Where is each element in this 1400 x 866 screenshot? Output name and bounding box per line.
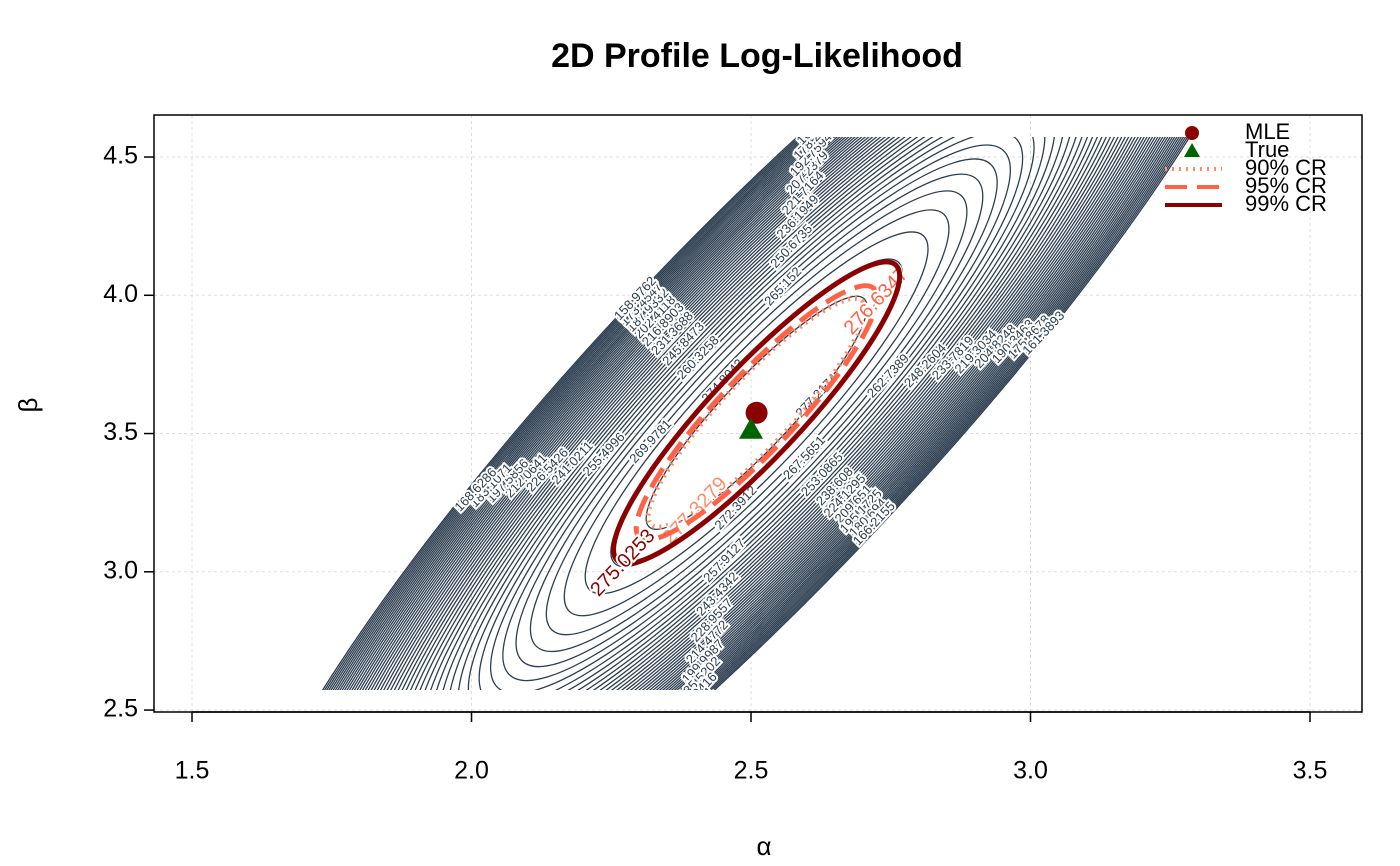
x-tick-label: 1.5 — [175, 757, 210, 785]
contour-line — [254, 137, 1260, 690]
x-tick-label: 2.5 — [734, 757, 769, 785]
legend-label: 95% CR — [1245, 173, 1327, 198]
x-tick-label: 2.0 — [454, 757, 489, 785]
contour-line — [236, 137, 1277, 690]
chart-title: 2D Profile Log-Likelihood — [551, 37, 963, 75]
contour-line — [268, 137, 1246, 690]
contour-line — [489, 137, 1024, 690]
contour-line — [389, 137, 1124, 690]
contour-line — [382, 137, 1131, 690]
contour-line — [397, 137, 1116, 690]
contour-line — [502, 144, 1011, 682]
contour-line — [584, 231, 929, 595]
contour-line — [325, 137, 1188, 690]
contour-line — [438, 137, 1075, 690]
contour-line — [223, 137, 1290, 690]
legend-label: MLE — [1245, 119, 1290, 144]
contour-line — [272, 137, 1241, 690]
point-marker — [739, 417, 764, 439]
contour-line — [447, 137, 1066, 690]
contour-line — [405, 137, 1109, 690]
contour-line — [478, 137, 1035, 690]
contour-line — [563, 209, 950, 617]
contour-label: 156.5631 — [669, 684, 717, 734]
contour-line — [362, 137, 1151, 690]
contour-line — [319, 137, 1194, 690]
y-tick-label: 3.0 — [103, 556, 138, 584]
contour-line — [258, 137, 1255, 690]
y-tick-label: 4.5 — [103, 142, 138, 170]
contour-line — [412, 137, 1101, 690]
point-marker — [745, 401, 768, 424]
y-tick-label: 3.5 — [103, 418, 138, 446]
confidence-region — [645, 295, 868, 530]
contour-line — [349, 137, 1164, 690]
contour-line — [314, 137, 1200, 690]
contour-line — [331, 137, 1182, 690]
confidence-region — [611, 259, 903, 567]
axes: 1.5 2.0 2.5 3.0 3.5 2.5 3.0 3.5 4.0 4.5 — [103, 142, 1327, 785]
contour-line — [232, 137, 1282, 690]
contour-line — [355, 137, 1158, 690]
contour-line — [421, 137, 1093, 690]
contour-line — [529, 173, 984, 653]
contour-line — [375, 137, 1138, 690]
contour-line — [287, 137, 1226, 690]
contour-line — [368, 137, 1145, 690]
contour-line — [240, 137, 1273, 690]
contour-line — [429, 137, 1084, 690]
legend-symbol — [1184, 143, 1200, 157]
x-axis-label: α — [756, 831, 771, 861]
contour-line — [343, 137, 1170, 690]
contour-line — [249, 137, 1264, 690]
contour-line — [337, 137, 1177, 690]
x-tick-label: 3.5 — [1293, 757, 1328, 785]
legend-symbol — [1185, 126, 1199, 140]
contour-line — [282, 137, 1231, 690]
contour-line — [245, 137, 1269, 690]
x-tick-label: 3.0 — [1013, 757, 1048, 785]
confidence-region — [633, 283, 880, 543]
contour-line — [545, 190, 968, 636]
contour-line — [227, 137, 1286, 690]
contour-line — [277, 137, 1236, 690]
y-tick-label: 4.0 — [103, 280, 138, 308]
y-tick-label: 2.5 — [103, 695, 138, 723]
contour-line — [467, 137, 1046, 690]
contour-line — [303, 137, 1210, 690]
contour-line — [457, 137, 1056, 690]
y-axis-label: β — [13, 398, 43, 413]
legend-label: 90% CR — [1245, 155, 1327, 180]
legend-label: 99% CR — [1245, 191, 1327, 216]
contour-line — [515, 158, 998, 668]
contour-line — [298, 137, 1216, 690]
contour-line — [308, 137, 1205, 690]
legend-label: True — [1245, 137, 1289, 162]
contour-line — [263, 137, 1250, 690]
contour-line — [292, 137, 1221, 690]
